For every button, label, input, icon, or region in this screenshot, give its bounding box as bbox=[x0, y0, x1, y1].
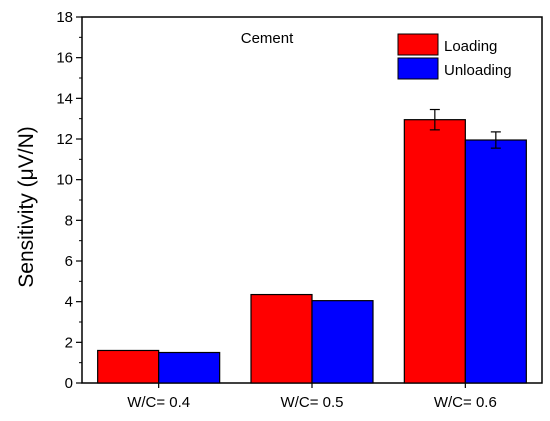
y-tick-label: 10 bbox=[56, 172, 73, 189]
bar-loading-3 bbox=[403, 119, 466, 384]
legend-swatch-unloading bbox=[397, 57, 439, 80]
x-tick-label: W/C= 0.6 bbox=[434, 394, 497, 411]
bar-loading-1 bbox=[97, 349, 160, 384]
bar-loading-2 bbox=[250, 293, 313, 384]
y-axis-label: Sensitivity (μV/N) bbox=[15, 126, 38, 287]
y-tick-label: 2 bbox=[65, 334, 73, 351]
y-tick-label: 6 bbox=[65, 253, 73, 270]
legend-label-unloading: Unloading bbox=[444, 62, 512, 79]
y-tick-label: 18 bbox=[56, 9, 73, 26]
legend-label-loading: Loading bbox=[444, 38, 497, 55]
bar-unloading-2 bbox=[311, 300, 374, 384]
bar-unloading-1 bbox=[158, 351, 221, 384]
y-tick-label: 0 bbox=[65, 375, 73, 392]
x-tick-label: W/C= 0.5 bbox=[281, 394, 344, 411]
legend-swatch-loading bbox=[397, 33, 439, 56]
y-tick-label: 14 bbox=[56, 90, 73, 107]
y-tick-label: 8 bbox=[65, 212, 73, 229]
bar-unloading-3 bbox=[464, 139, 527, 384]
legend: Loading Unloading bbox=[397, 33, 512, 80]
chart-annotation: Cement bbox=[241, 30, 294, 47]
x-tick-label: W/C= 0.4 bbox=[127, 394, 190, 411]
y-tick-label: 12 bbox=[56, 131, 73, 148]
y-tick-label: 16 bbox=[56, 50, 73, 67]
y-tick-label: 4 bbox=[65, 294, 73, 311]
